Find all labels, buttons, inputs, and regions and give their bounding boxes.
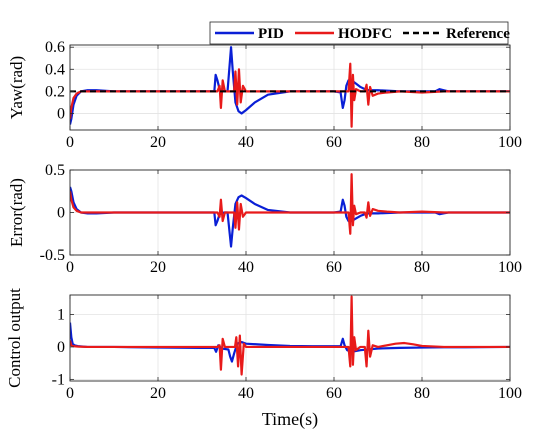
legend-label-reference: Reference bbox=[446, 26, 510, 42]
y-tick-label: -1 bbox=[52, 371, 65, 388]
series-group bbox=[70, 173, 510, 248]
series-group bbox=[70, 295, 510, 376]
x-tick-label: 100 bbox=[498, 385, 522, 402]
legend-box bbox=[209, 21, 509, 45]
x-tick-label: 20 bbox=[150, 385, 166, 402]
x-tick-label: 0 bbox=[66, 385, 74, 402]
x-tick-label: 0 bbox=[66, 134, 74, 151]
x-tick-label: 80 bbox=[414, 385, 430, 402]
x-tick-label: 40 bbox=[238, 259, 254, 276]
legend: PID HODFC Reference bbox=[209, 21, 510, 45]
series-hodfc-line bbox=[70, 295, 510, 376]
x-tick-label: 0 bbox=[66, 259, 74, 276]
x-tick-label: 20 bbox=[150, 134, 166, 151]
plot-area bbox=[70, 295, 510, 381]
y-tick-label: -0.5 bbox=[40, 247, 65, 264]
series-hodfc-line bbox=[70, 173, 510, 235]
plot-area bbox=[70, 45, 510, 130]
series-group bbox=[70, 46, 510, 128]
y-tick-label: 0 bbox=[57, 205, 65, 222]
x-tick-label: 80 bbox=[414, 259, 430, 276]
y-axis-label: Control output bbox=[5, 288, 24, 388]
x-tick-label: 40 bbox=[238, 385, 254, 402]
x-axis-label: Time(s) bbox=[262, 409, 318, 430]
x-tick-label: 100 bbox=[498, 259, 522, 276]
y-tick-label: 0.6 bbox=[45, 39, 65, 56]
series-hodfc-line bbox=[70, 62, 510, 128]
x-tick-label: 80 bbox=[414, 134, 430, 151]
y-tick-label: 0.4 bbox=[45, 61, 65, 78]
legend-label-hodfc: HODFC bbox=[338, 26, 392, 42]
y-axis-label: Error(rad) bbox=[7, 178, 26, 247]
y-tick-label: 0 bbox=[57, 105, 65, 122]
x-tick-label: 100 bbox=[498, 134, 522, 151]
y-axis-label: Yaw(rad) bbox=[7, 56, 26, 119]
axes-frame bbox=[69, 294, 511, 382]
legend-label-pid: PID bbox=[258, 26, 284, 42]
y-tick-label: 0.2 bbox=[45, 83, 65, 100]
x-tick-label: 60 bbox=[326, 385, 342, 402]
x-tick-label: 20 bbox=[150, 259, 166, 276]
y-tick-label: 0 bbox=[57, 339, 65, 356]
x-tick-label: 60 bbox=[326, 134, 342, 151]
panel-1: 0 20 40 60 80 100 0 0.2 0.4 0.6 Yaw(rad) PID HODFC Re… bbox=[7, 21, 522, 151]
y-tick-label: 0.5 bbox=[45, 162, 65, 179]
axes-frame bbox=[69, 44, 511, 131]
x-tick-label: 40 bbox=[238, 134, 254, 151]
y-tick-label: 1 bbox=[57, 306, 65, 323]
x-tick-label: 60 bbox=[326, 259, 342, 276]
